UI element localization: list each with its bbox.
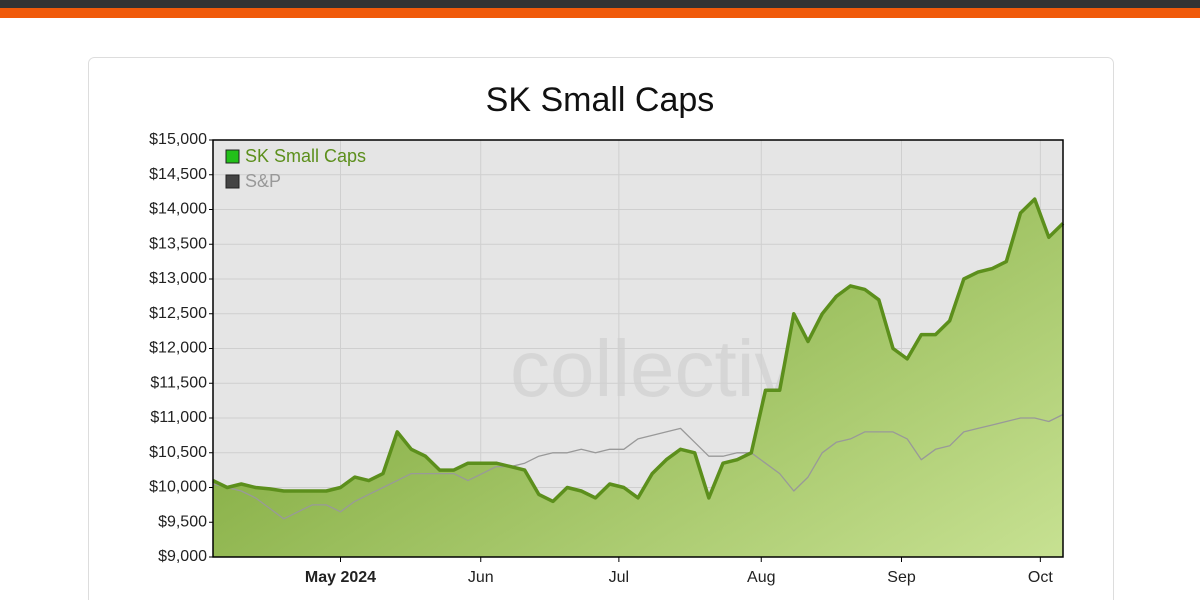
y-tick-label: $9,500 <box>158 513 207 530</box>
y-tick-label: $11,500 <box>150 374 207 391</box>
legend-label: SK Small Caps <box>245 146 366 166</box>
plot: $9,000 $9,500 $10,000 $10,500 $11,000 $11,500… <box>149 131 1065 586</box>
line <box>212 197 1065 504</box>
y-tick-label: $14,500 <box>149 166 207 183</box>
x-tick-label: Oct <box>1028 569 1053 586</box>
x-tick-label: Aug <box>747 569 775 586</box>
y-tick-label: $12,000 <box>149 340 207 357</box>
accent-bar <box>0 8 1200 18</box>
y-tick-label: $13,000 <box>149 270 207 287</box>
legend-swatch <box>225 149 240 164</box>
y-tick-label: $12,500 <box>149 305 207 322</box>
chart-title: SK Small Caps <box>486 81 715 119</box>
x-tick-label: Jul <box>609 569 629 586</box>
area <box>213 199 1063 557</box>
y-tick-label: $9,000 <box>158 548 207 565</box>
x-tick-label: Sep <box>887 569 916 586</box>
x-tick-label: May 2024 <box>305 569 376 586</box>
y-tick-label: $10,500 <box>149 444 207 461</box>
plot-border <box>212 139 1064 558</box>
top-bar <box>0 0 1200 8</box>
x-tick-label: Jun <box>468 569 494 586</box>
y-tick-label: $15,000 <box>149 131 207 148</box>
y-tick-label: $11,000 <box>150 409 207 426</box>
legend-label: S&P <box>245 171 281 191</box>
line <box>212 413 1064 520</box>
y-tick-label: $14,000 <box>149 201 207 218</box>
y-tick-label: $13,500 <box>149 235 207 252</box>
y-tick-label: $10,000 <box>149 479 207 496</box>
legend-swatch <box>225 174 240 189</box>
